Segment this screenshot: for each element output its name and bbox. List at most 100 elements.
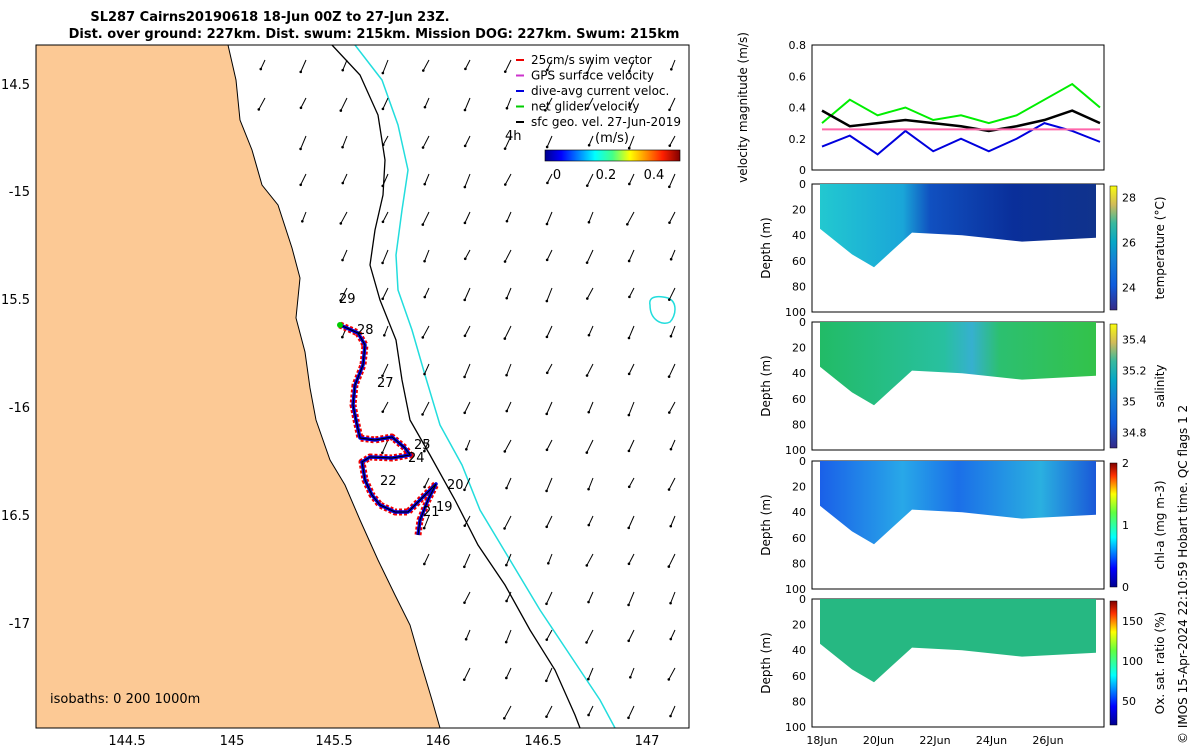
velocity-arrow-head — [585, 261, 589, 264]
velocity-arrow — [629, 97, 635, 108]
velocity-arrow — [586, 59, 594, 74]
velocity-arrow — [670, 705, 676, 717]
depth-tick: 0 — [799, 455, 806, 468]
velocity-arrow — [382, 135, 389, 146]
velocity-arrow — [503, 705, 512, 719]
velocity-arrow-head — [545, 299, 549, 303]
legend-entry: GPS surface velocity — [531, 69, 654, 83]
velocity-arrow — [506, 591, 512, 602]
day-label: 25 — [414, 438, 431, 453]
velocity-arrow — [546, 477, 553, 492]
velocity-arrow-head — [463, 298, 467, 302]
velocity-arrow — [546, 439, 553, 451]
velocity-arrow-head — [587, 487, 590, 491]
velocity-arrow-head — [464, 67, 467, 71]
velocity-arrow — [545, 667, 553, 682]
velocity-arrow-head — [585, 374, 589, 377]
velocity-arrow-head — [339, 299, 342, 302]
velocity-arrow — [628, 591, 635, 606]
velocity-arrow-head — [381, 71, 385, 75]
velocity-arrow — [669, 97, 676, 110]
velocity-arrow — [464, 135, 471, 147]
velocity-arrow-head — [627, 716, 630, 720]
depth-tick: 20 — [792, 481, 806, 494]
velocity-arrow-head — [341, 335, 344, 339]
velocity-arrow-head — [422, 526, 426, 530]
velocity-arrow-head — [503, 183, 507, 186]
depth-tick: 80 — [792, 418, 806, 431]
velocity-arrow — [628, 325, 635, 339]
glider-path — [339, 324, 437, 536]
velocity-arrow — [504, 135, 512, 149]
velocity-arrow — [422, 211, 430, 225]
velocity-arrow — [424, 249, 430, 262]
colorbar-tick: 35.2 — [1122, 365, 1147, 378]
velocity-arrow — [669, 135, 676, 146]
velocity-arrow-head — [423, 449, 426, 453]
velocity-arrow-head — [669, 524, 673, 528]
velocity-arrow-head — [421, 223, 425, 226]
depth-label: Depth (m) — [759, 494, 773, 555]
velocity-arrow-head — [463, 108, 467, 112]
velocity-arrow-head — [503, 527, 506, 530]
velocity-arrow-head — [545, 371, 549, 375]
section-data — [820, 184, 1096, 268]
velocity-arrow — [464, 287, 471, 301]
velocity-arrow — [504, 439, 512, 452]
velocity-arrow — [546, 173, 553, 184]
velocity-arrow-head — [381, 410, 385, 413]
velocity-arrow-head — [462, 678, 466, 681]
velocity-arrow — [464, 59, 471, 70]
velocity-arrow — [586, 249, 594, 263]
velocity-arrow-head — [463, 524, 467, 527]
velocity-arrow — [342, 173, 348, 184]
velocity-arrow — [546, 325, 553, 338]
date-tick: 20Jun — [863, 734, 894, 747]
velocity-arrow — [628, 363, 635, 375]
velocity-arrow — [422, 325, 430, 338]
velocity-arrow — [587, 667, 594, 680]
velocity-arrow — [300, 97, 307, 109]
velocity-arrow — [669, 211, 676, 223]
velocity-arrow-head — [627, 336, 631, 340]
velocity-arrow — [546, 401, 553, 415]
velocity-arrow — [668, 401, 676, 413]
velocity-arrow-head — [503, 260, 507, 263]
velocity-arrow-head — [587, 220, 591, 224]
velocity-arrow — [670, 325, 676, 337]
depth-tick: 80 — [792, 695, 806, 708]
velocity-arrow — [544, 97, 553, 111]
velocity-arrow-head — [587, 713, 590, 717]
lat-tick-label: 15.5 — [1, 293, 30, 308]
velocity-arrow-head — [545, 222, 549, 226]
velocity-arrow — [506, 97, 512, 109]
velocity-arrow — [506, 211, 512, 222]
colorbar-tick: 1 — [1122, 519, 1129, 532]
velocity-arrow — [465, 439, 471, 450]
velocity-arrow-head — [463, 565, 466, 569]
velocity-arrow-head — [667, 411, 671, 414]
velocity-arrow-head — [669, 601, 672, 605]
section-colorbar — [1109, 185, 1118, 311]
velocity-arrow-head — [545, 715, 548, 718]
speed-colorbar — [544, 149, 681, 162]
lat-tick-label: -15 — [9, 185, 30, 200]
velocity-arrow — [546, 249, 553, 261]
velocity-arrow — [546, 705, 553, 717]
velocity-arrow-head — [667, 298, 671, 301]
velocity-arrow-head — [545, 335, 549, 339]
velocity-arrow — [670, 515, 676, 527]
velocity-arrow-head — [299, 106, 303, 110]
velocity-arrow — [586, 363, 594, 376]
velocity-arrow-head — [585, 451, 589, 454]
colorbar-tick: 34.8 — [1122, 427, 1147, 440]
velocity-arrow-head — [627, 372, 631, 376]
velocity-arrow — [382, 97, 389, 110]
section-colorbar — [1109, 600, 1118, 726]
velocity-arrow-head — [257, 108, 261, 111]
velocity-arrow — [424, 287, 430, 298]
depth-tick: 100 — [785, 721, 806, 734]
eddy-contour — [649, 295, 676, 324]
velocity-arrow — [422, 59, 430, 71]
velocity-arrow-head — [587, 600, 590, 604]
